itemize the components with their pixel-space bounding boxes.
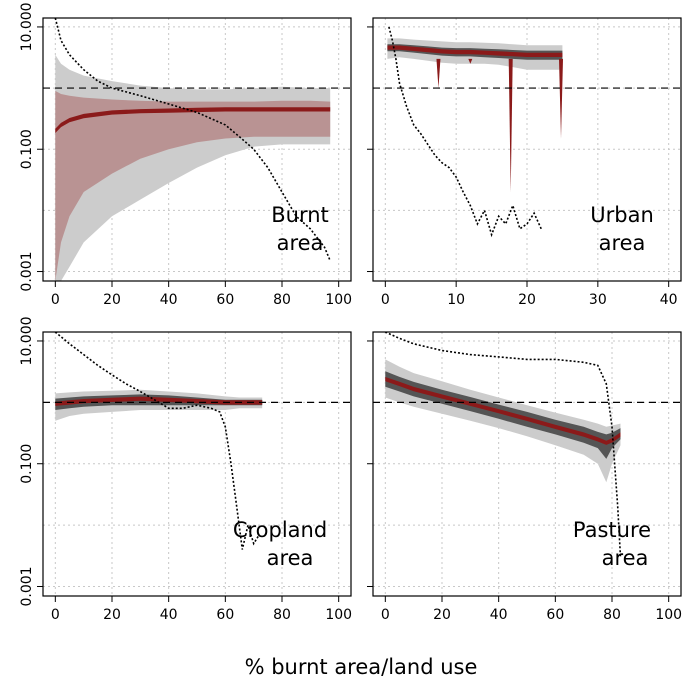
x-tick-label: 60 [216, 607, 234, 623]
y-tick-label: 0.001 [19, 566, 35, 606]
band-spike [508, 58, 513, 192]
band-median [387, 45, 563, 57]
panel-label: Cropland [233, 518, 327, 542]
x-tick-label: 20 [103, 292, 121, 308]
panel-label: Urban [590, 203, 654, 227]
x-tick-label: 40 [160, 607, 178, 623]
panel-label: area [602, 546, 649, 570]
panel-label: Pasture [573, 518, 651, 542]
band-median [385, 377, 621, 445]
panel-label: area [599, 231, 646, 255]
band-median [55, 396, 263, 406]
band-inner [385, 371, 621, 459]
uncertainty-band [55, 54, 331, 281]
y-tick-label: 10.000 [19, 2, 35, 51]
panel-label: area [267, 546, 314, 570]
x-tick-label: 30 [589, 292, 607, 308]
y-tick-label: 0.001 [19, 251, 35, 291]
x-tick-label: 100 [655, 607, 682, 623]
band-spike [468, 58, 473, 64]
band-median [55, 107, 331, 133]
x-axis-label: % burnt area/land use [245, 655, 478, 679]
panel-burnt-area: 0 20 40 60 80 100 0.001 0.100 10.000 Burnt area [19, 2, 352, 308]
dotted-series-line [388, 26, 542, 238]
panel-label: Burnt [271, 203, 329, 227]
band-outer [385, 359, 621, 483]
panel-urban-area: 0 10 20 30 40 Urban area [367, 17, 682, 308]
x-tick-label: 0 [381, 607, 390, 623]
x-tick-label: 20 [518, 292, 536, 308]
x-tick-label: 40 [490, 607, 508, 623]
band-spike [559, 58, 564, 139]
band-inner [55, 90, 331, 281]
x-tick-label: 60 [216, 292, 234, 308]
y-tick-label: 0.100 [19, 129, 35, 169]
x-tick-label: 80 [273, 292, 291, 308]
x-tick-label: 20 [433, 607, 451, 623]
x-tick-label: 60 [546, 607, 564, 623]
x-tick-label: 10 [447, 292, 465, 308]
panel-cropland-area: 0 20 40 60 80 100 0.001 0.100 10.000 Cropland area [19, 316, 352, 623]
x-tick-label: 0 [51, 292, 60, 308]
panel-label: area [277, 231, 324, 255]
x-tick-label: 40 [660, 292, 678, 308]
x-tick-label: 20 [103, 607, 121, 623]
x-tick-label: 100 [325, 292, 352, 308]
x-tick-label: 80 [603, 607, 621, 623]
uncertainty-band [55, 389, 263, 421]
uncertainty-band [385, 359, 621, 483]
band-spike [436, 58, 441, 89]
y-tick-label: 10.000 [19, 316, 35, 365]
dotted-series-line [384, 332, 622, 558]
gridlines [373, 332, 681, 596]
x-tick-label: 0 [381, 292, 390, 308]
x-tick-label: 40 [160, 292, 178, 308]
x-tick-label: 80 [273, 607, 291, 623]
y-tick-label: 0.100 [19, 444, 35, 484]
x-tick-label: 100 [325, 607, 352, 623]
panel-pasture-area: 0 20 40 60 80 100 Pasture area [367, 331, 682, 623]
uncertainty-band [387, 38, 564, 192]
x-tick-label: 0 [51, 607, 60, 623]
dotted-series-line [54, 332, 260, 550]
dotted-series-line [54, 18, 331, 262]
